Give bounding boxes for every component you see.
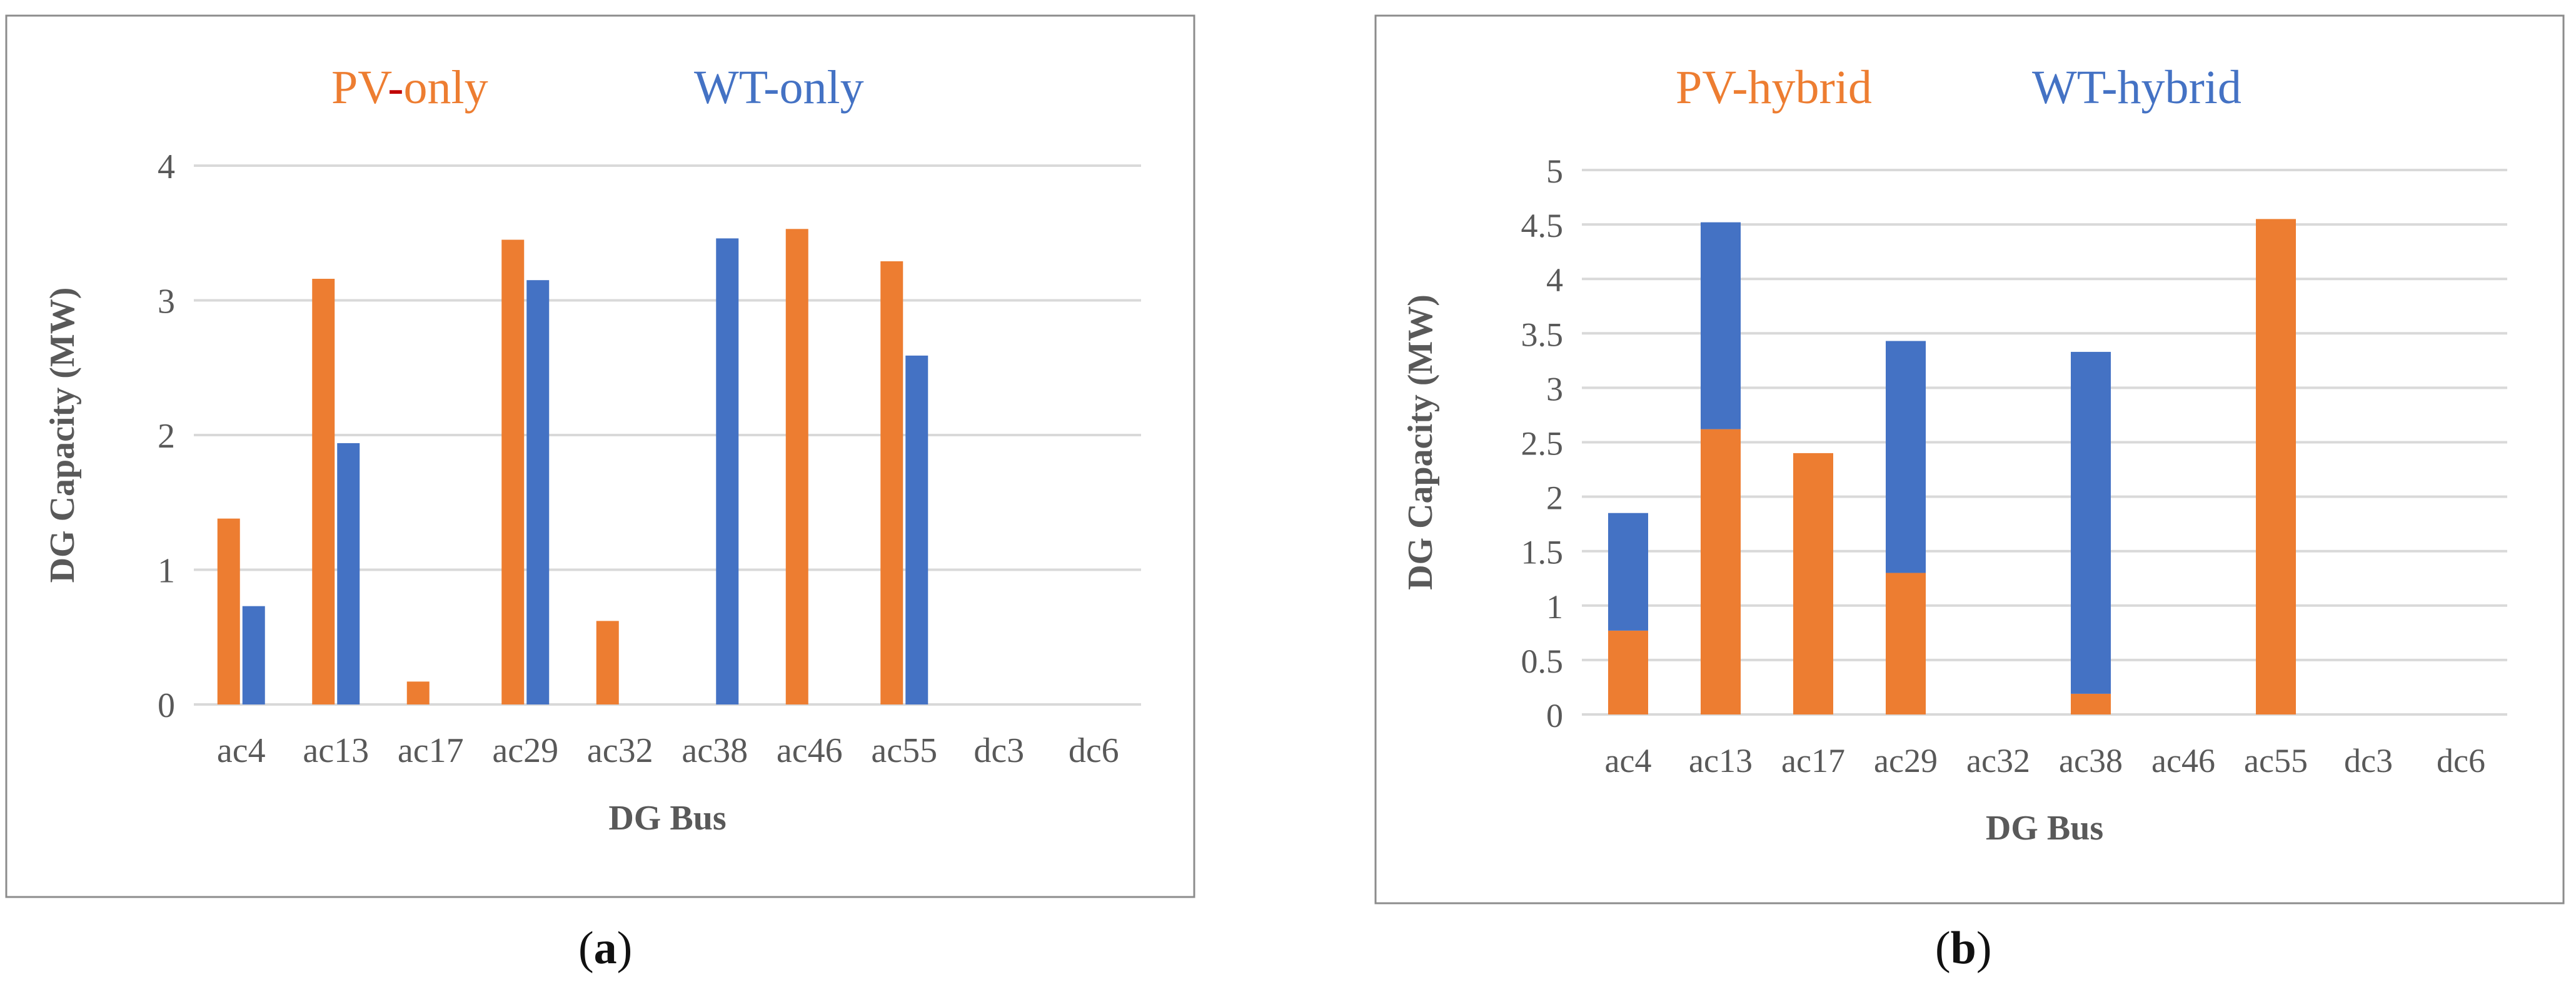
caption-b: (b) <box>1935 923 1992 974</box>
chart-a-frame <box>5 14 1195 898</box>
chart-a-bar-ac55-pv-only <box>880 261 903 704</box>
chart-b-xtick-label: dc3 <box>2344 742 2393 779</box>
chart-a-bar-ac55-wt-only <box>905 355 928 704</box>
chart-a-xtick-label: ac32 <box>587 731 653 770</box>
chart-a-bar-ac17-pv-only <box>406 681 430 704</box>
chart-a-bar-ac29-wt-only <box>526 280 550 704</box>
chart-a-legend-0-suffix: only <box>404 61 488 114</box>
chart-a-xtick-label: dc3 <box>974 731 1024 770</box>
chart-b-ytick-label: 1.5 <box>1521 534 1564 571</box>
chart-a-xtick-label: ac46 <box>777 731 843 770</box>
chart-a-xtick-label: ac4 <box>217 731 266 770</box>
chart-b-bar-ac29-wt-hybrid <box>1886 341 1926 573</box>
chart-b-ytick-label: 3 <box>1546 370 1563 408</box>
chart-a-xtick-label: ac13 <box>303 731 369 770</box>
chart-b-bar-ac38-pv-hybrid <box>2071 693 2111 714</box>
chart-a-bar-ac38-wt-only <box>716 238 739 704</box>
chart-a-xtick-label: ac29 <box>492 731 558 770</box>
chart-b-xtick-label: ac13 <box>1689 742 1753 779</box>
chart-b-legend-0-prefix: PV <box>1676 61 1736 114</box>
caption-a: (a) <box>578 923 633 974</box>
chart-a-legend-1: WT-only <box>694 61 864 114</box>
chart-a-legend-0: PV-only <box>331 61 488 114</box>
chart-a-bar-ac29-pv-only <box>501 239 525 704</box>
chart-b-legend-1: WT-hybrid <box>2032 61 2241 114</box>
chart-b-xtick-label: ac38 <box>2059 742 2123 779</box>
chart-a-bar-ac13-pv-only <box>312 279 335 704</box>
chart-b-xtick-label: ac29 <box>1874 742 1938 779</box>
caption-a-letter: a <box>593 923 617 974</box>
chart-a-legend-1-dash: - <box>763 61 779 114</box>
chart-b-bar-ac55-pv-hybrid <box>2256 219 2296 714</box>
chart-b-ytick-label: 2.5 <box>1521 425 1564 463</box>
chart-a-bar-ac4-wt-only <box>242 606 265 704</box>
chart-a-bar-ac4-pv-only <box>217 518 240 704</box>
chart-a-xtick-label: ac17 <box>398 731 464 770</box>
chart-a-bar-ac32-pv-only <box>596 621 619 704</box>
chart-b-ytick-label: 4 <box>1546 261 1563 299</box>
chart-a-legend-0-prefix: PV <box>331 61 392 114</box>
chart-b-svg: 0 0.5 1 1.5 2 2.5 3 3.5 4 4.5 5 ac4 ac13 ac17 ac29 ac32… <box>1374 14 2565 904</box>
chart-b-y-axis-label: DG Capacity (MW) <box>1401 294 1440 590</box>
chart-a-bar-ac46-pv-only <box>785 229 808 704</box>
chart-b-ytick-label: 2 <box>1546 479 1563 517</box>
chart-b-xtick-label: dc6 <box>2437 742 2485 779</box>
chart-a-ytick-label: 2 <box>158 417 175 456</box>
chart-b-legend-0: PV-hybrid <box>1676 61 1872 114</box>
chart-b-xtick-label: ac32 <box>1966 742 2030 779</box>
chart-b-xtick-label: ac4 <box>1605 742 1652 779</box>
chart-b-legend-1-prefix: WT <box>2032 61 2106 114</box>
chart-a-xtick-label: dc6 <box>1069 731 1119 770</box>
chart-b-bar-ac4-wt-hybrid <box>1608 513 1648 631</box>
chart-b-legend-0-dash: - <box>1732 61 1748 114</box>
chart-a-ytick-label: 1 <box>158 552 175 591</box>
chart-b-xtick-label: ac17 <box>1781 742 1845 779</box>
chart-b-ytick-label: 0 <box>1546 697 1563 734</box>
chart-a-xtick-label: ac38 <box>682 731 748 770</box>
chart-a-ytick-label: 3 <box>158 283 175 321</box>
chart-b-legend-0-suffix: hybrid <box>1748 61 1872 114</box>
caption-b-letter: b <box>1950 923 1976 974</box>
chart-b-xtick-label: ac55 <box>2244 742 2308 779</box>
chart-a-xtick-label: ac55 <box>871 731 937 770</box>
chart-a-x-axis-label: DG Bus <box>608 799 726 838</box>
chart-a-y-axis-label: DG Capacity (MW) <box>43 288 82 583</box>
chart-b-bar-ac13-wt-hybrid <box>1701 222 1741 429</box>
chart-a-legend-1-suffix: only <box>780 61 864 114</box>
chart-b-legend-1-dash: - <box>2101 61 2117 114</box>
chart-b-ytick-label: 5 <box>1546 153 1563 190</box>
chart-b-bar-ac38-wt-hybrid <box>2071 351 2111 694</box>
chart-panel-a: 0 1 2 3 4 ac4 ac13 ac17 ac29 ac32 ac38 ac46 ac55 dc3 d… <box>0 0 1207 906</box>
chart-a-svg: 0 1 2 3 4 ac4 ac13 ac17 ac29 ac32 ac38 ac46 ac55 dc3 d… <box>5 14 1195 898</box>
chart-b-bar-ac13-pv-hybrid <box>1701 429 1741 714</box>
chart-a-bar-ac13-wt-only <box>337 443 360 704</box>
chart-b-ytick-label: 0.5 <box>1521 643 1564 680</box>
chart-panel-b: 0 0.5 1 1.5 2 2.5 3 3.5 4 4.5 5 ac4 ac13 ac17 ac29 ac32… <box>1369 0 2576 906</box>
chart-b-legend-1-suffix: hybrid <box>2118 61 2241 114</box>
chart-a-legend-1-prefix: WT <box>694 61 768 114</box>
chart-b-frame <box>1374 14 2565 904</box>
chart-b-bar-ac29-pv-hybrid <box>1886 573 1926 714</box>
chart-b-bar-ac4-pv-hybrid <box>1608 630 1648 714</box>
chart-b-ytick-label: 4.5 <box>1521 207 1564 244</box>
chart-b-ytick-label: 3.5 <box>1521 316 1564 353</box>
chart-a-ytick-label: 4 <box>158 148 175 186</box>
chart-b-bar-ac17-pv-hybrid <box>1793 453 1833 714</box>
chart-b-ytick-label: 1 <box>1546 588 1563 626</box>
chart-b-xtick-label: ac46 <box>2151 742 2215 779</box>
chart-b-x-axis-label: DG Bus <box>1986 809 2103 848</box>
chart-a-legend-0-dash: - <box>388 61 403 114</box>
chart-a-ytick-label: 0 <box>158 686 175 725</box>
